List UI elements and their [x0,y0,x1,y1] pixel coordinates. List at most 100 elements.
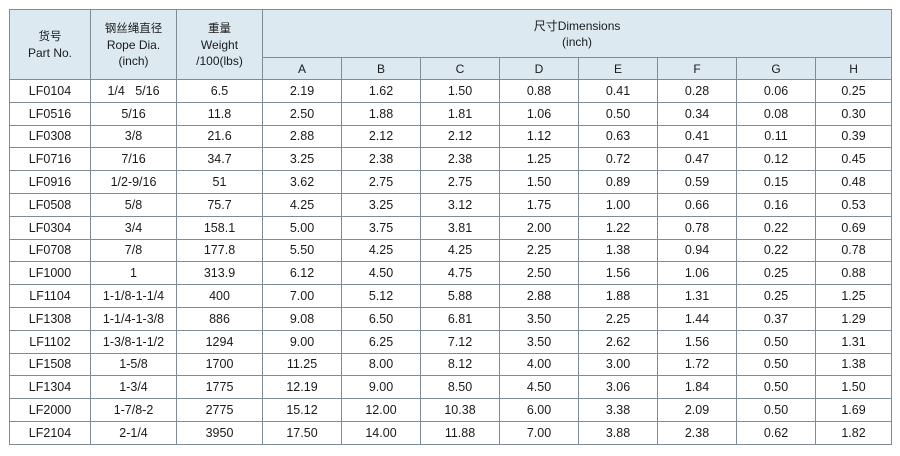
cell-dim-c: 11.88 [420,420,500,445]
header-dim-g: G [736,57,816,80]
cell-dim-d: 2.50 [499,261,579,286]
header-part-no-en: Part No. [27,45,72,60]
cell-part-no: LF0304 [9,215,91,240]
cell-dim-d: 1.50 [499,170,579,194]
cell-dim-a: 2.88 [262,124,342,149]
cell-dim-d: 6.00 [499,398,579,422]
cell-dim-h: 1.50 [814,375,893,400]
cell-dim-a: 17.50 [262,420,342,445]
cell-dim-d: 2.25 [499,238,579,263]
cell-dim-b: 3.25 [341,192,421,217]
cell-dim-f: 1.84 [657,375,737,400]
cell-dim-f: 0.78 [657,215,737,240]
cell-dim-h: 0.45 [814,147,893,172]
cell-dim-d: 1.06 [499,101,579,126]
cell-dim-g: 0.11 [736,124,816,149]
cell-dim-c: 3.12 [420,192,500,217]
cell-dim-f: 1.31 [657,284,737,308]
cell-weight: 3950 [176,420,263,445]
cell-dim-h: 0.53 [814,192,893,217]
table-row: LF0508 5/8 75.7 4.25 3.25 3.12 1.75 1.00 0.66 0.1… [9,192,893,217]
cell-rope-dia: 3/4 [90,215,177,240]
cell-dim-e: 2.25 [578,306,658,331]
header-dimensions: 尺寸Dimensions (inch) [261,9,893,58]
cell-rope-dia: 5/8 [90,192,177,217]
header-rope-dia: 钢丝绳直径 Rope Dia. (inch) [90,9,177,80]
cell-dim-g: 0.25 [736,284,816,308]
cell-dim-c: 10.38 [420,398,500,422]
spec-table: 货号 Part No. 钢丝绳直径 Rope Dia. (inch) 重量 We… [9,9,893,445]
cell-rope-dia: 1/2-9/16 [90,170,177,194]
cell-dim-g: 0.06 [736,79,816,103]
cell-rope-dia: 1-5/8 [90,352,177,377]
cell-dim-d: 1.12 [499,124,579,149]
cell-part-no: LF0104 [9,79,91,103]
cell-dim-a: 3.62 [262,170,342,194]
cell-dim-b: 12.00 [341,398,421,422]
cell-dim-a: 5.50 [262,238,342,263]
cell-rope-dia: 1 [90,261,177,286]
header-weight-en: Weight [200,37,239,52]
table-row: LF2104 2-1/4 3950 17.50 14.00 11.88 7.00 3.88 2.… [9,420,893,445]
header-dim-a: A [262,57,342,80]
cell-dim-b: 1.88 [341,101,421,126]
cell-dim-g: 0.12 [736,147,816,172]
cell-dim-f: 2.09 [657,398,737,422]
cell-weight: 1775 [176,375,263,400]
table-row: LF0516 5/16 11.8 2.50 1.88 1.81 1.06 0.50 0.34 0.… [9,101,893,126]
cell-rope-dia: 7/8 [90,238,177,263]
table-row: LF0708 7/8 177.8 5.50 4.25 4.25 2.25 1.38 0.94 0.… [9,238,893,263]
cell-dim-d: 1.25 [499,147,579,172]
cell-dim-c: 2.12 [420,124,500,149]
cell-part-no: LF0916 [9,170,91,194]
table-row: LF1104 1-1/8-1-1/4 400 7.00 5.12 5.88 2.88 1.88… [9,284,893,308]
table-row: LF1304 1-3/4 1775 12.19 9.00 8.50 4.50 3.06 1.84… [9,375,893,400]
cell-dim-e: 0.63 [578,124,658,149]
cell-dim-d: 7.00 [499,420,579,445]
cell-dim-f: 0.28 [657,79,737,103]
cell-dim-h: 1.82 [814,420,893,445]
cell-dim-d: 3.50 [499,329,579,354]
cell-dim-b: 2.12 [341,124,421,149]
cell-part-no: LF1000 [9,261,91,286]
cell-dim-a: 6.12 [262,261,342,286]
cell-dim-a: 5.00 [262,215,342,240]
cell-weight: 51 [176,170,263,194]
cell-dim-g: 0.50 [736,398,816,422]
header-rope-dia-unit: (inch) [118,53,149,68]
cell-dim-g: 0.50 [736,352,816,377]
cell-dim-b: 4.50 [341,261,421,286]
cell-dim-e: 3.38 [578,398,658,422]
table-row: LF1000 1 313.9 6.12 4.50 4.75 2.50 1.56 1.06 0.25… [9,261,893,286]
cell-rope-dia: 2-1/4 [90,420,177,445]
cell-dim-h: 1.25 [814,284,893,308]
cell-dim-e: 0.72 [578,147,658,172]
cell-dim-h: 0.78 [814,238,893,263]
cell-dim-h: 0.69 [814,215,893,240]
header-dim-f: F [657,57,737,80]
cell-part-no: LF1102 [9,329,91,354]
cell-dim-g: 0.50 [736,375,816,400]
cell-dim-g: 0.62 [736,420,816,445]
cell-dim-h: 0.48 [814,170,893,194]
cell-dim-c: 3.81 [420,215,500,240]
cell-dim-e: 2.62 [578,329,658,354]
cell-dim-e: 1.56 [578,261,658,286]
cell-dim-c: 4.75 [420,261,500,286]
cell-dim-e: 1.88 [578,284,658,308]
cell-part-no: LF0708 [9,238,91,263]
table-row: LF0304 3/4 158.1 5.00 3.75 3.81 2.00 1.22 0.78 0.… [9,215,893,240]
cell-dim-a: 7.00 [262,284,342,308]
cell-part-no: LF1104 [9,284,91,308]
cell-dim-a: 11.25 [262,352,342,377]
cell-dim-g: 0.16 [736,192,816,217]
cell-weight: 400 [176,284,263,308]
cell-dim-b: 2.38 [341,147,421,172]
cell-weight: 6.5 [176,79,263,103]
cell-weight: 75.7 [176,192,263,217]
cell-part-no: LF2104 [9,420,91,445]
cell-dim-h: 0.25 [814,79,893,103]
header-dimensions-unit: (inch) [562,34,593,49]
header-weight-unit: /100(lbs) [196,53,243,68]
